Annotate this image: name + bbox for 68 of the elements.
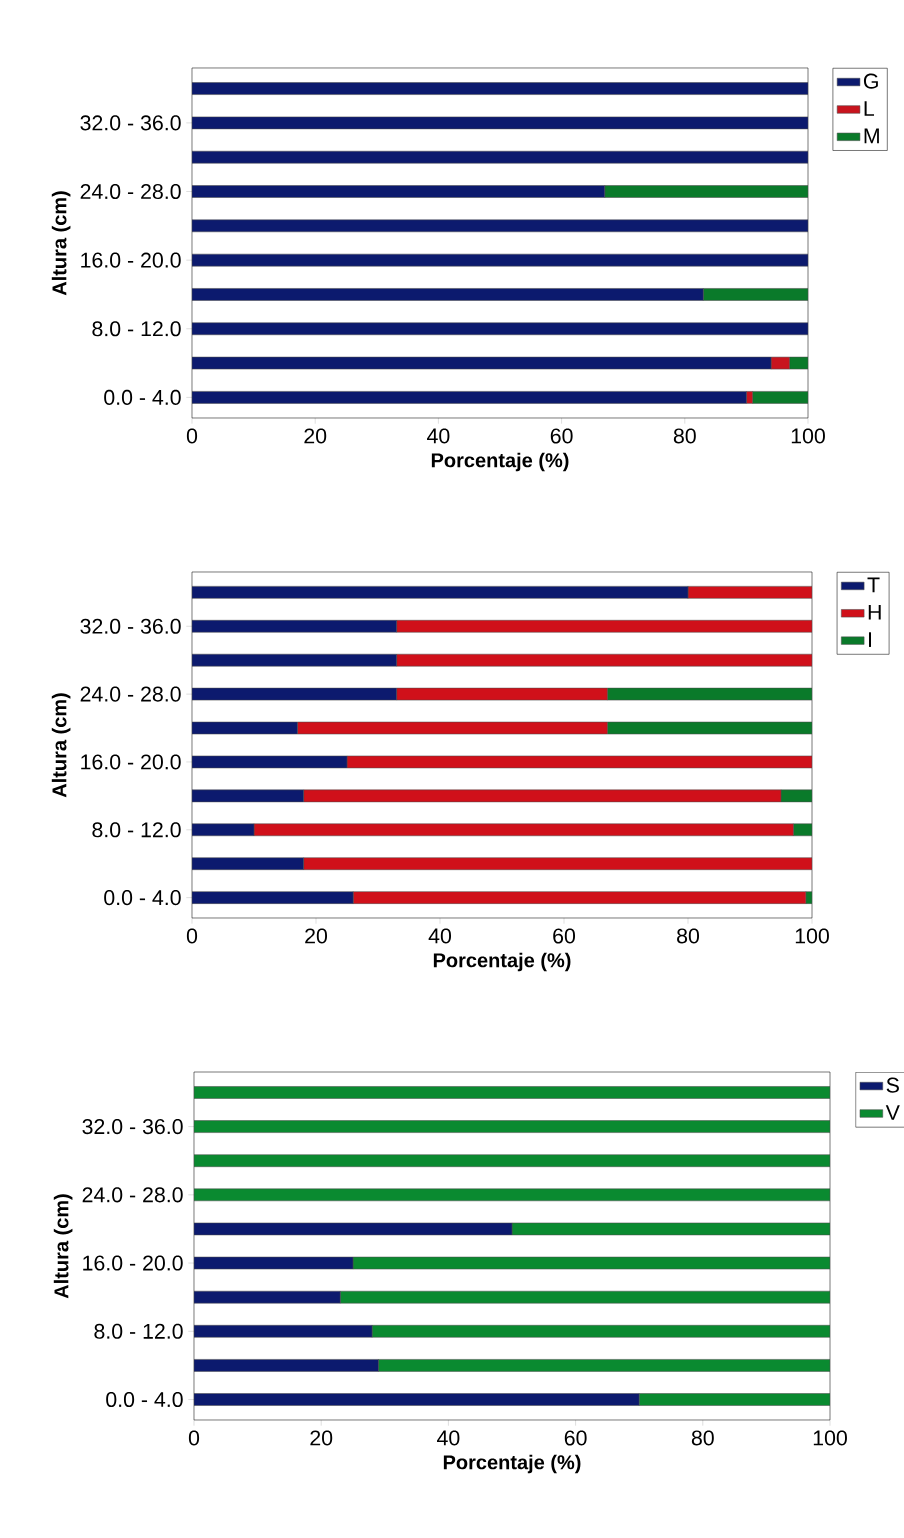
bar (194, 1154, 830, 1167)
x-tick-label: 80 (691, 1430, 714, 1446)
x-tick-label: 40 (427, 428, 450, 444)
bar (194, 1188, 830, 1202)
y-axis-title: Altura (cm) (51, 191, 71, 296)
legend-label: I (869, 632, 871, 647)
x-tick-label: 0 (188, 1430, 200, 1446)
x-tick-label: 20 (304, 428, 327, 444)
y-tick-label: 0.0 - 4.0 (104, 890, 181, 906)
x-tick-label: 100 (813, 1430, 847, 1446)
bar (192, 116, 808, 130)
x-tick-label: 40 (428, 928, 452, 944)
legend-label: T (867, 577, 880, 593)
x-axis-title: Porcentaje (%) (433, 952, 571, 972)
x-tick-label: 20 (310, 1430, 333, 1446)
y-tick-label: 8.0 - 12.0 (92, 321, 181, 337)
bar (192, 620, 397, 633)
x-tick-label: 80 (677, 928, 700, 944)
legend-label: G (863, 73, 878, 89)
y-axis-title: Altura (cm) (51, 693, 71, 798)
y-tick-label: 16.0 - 20.0 (81, 252, 181, 268)
x-tick-label: 0 (186, 428, 198, 444)
legend-label: L (864, 101, 875, 116)
x-tick-label: 60 (550, 428, 573, 444)
x-tick-label: 80 (673, 428, 696, 444)
y-tick-label: 0.0 - 4.0 (106, 1391, 183, 1408)
y-tick-label: 32.0 - 36.0 (80, 115, 181, 131)
bar (396, 620, 812, 633)
x-tick-label: 0 (186, 928, 198, 944)
x-tick-label: 100 (795, 928, 829, 944)
bar (192, 82, 808, 95)
bar (396, 653, 812, 667)
legend-label: S (886, 1077, 899, 1093)
bar (194, 1086, 830, 1099)
x-tick-label: 60 (553, 928, 576, 944)
y-tick-label: 24.0 - 28.0 (82, 1187, 183, 1203)
y-tick-label: 0.0 - 4.0 (104, 389, 181, 405)
bar (352, 891, 807, 904)
bar (192, 150, 808, 164)
bar (192, 219, 808, 233)
x-tick-label: 100 (791, 428, 825, 444)
bar (303, 857, 812, 870)
bar (192, 891, 354, 904)
bar (192, 653, 397, 667)
y-axis-title: Altura (cm) (53, 1194, 73, 1299)
x-axis-title: Porcentaje (%) (431, 452, 569, 472)
bar (192, 586, 689, 599)
legend-label: V (885, 1105, 900, 1120)
bar (192, 322, 808, 336)
x-tick-label: 60 (564, 1430, 587, 1446)
legend-label: H (868, 604, 881, 620)
y-tick-label: 16.0 - 20.0 (83, 1255, 183, 1271)
bar (253, 823, 794, 837)
bar (192, 253, 808, 267)
x-tick-label: 40 (437, 1430, 460, 1446)
legend-label: M (864, 128, 879, 144)
y-tick-label: 8.0 - 12.0 (94, 1323, 183, 1339)
bar (192, 857, 304, 870)
y-tick-label: 24.0 - 28.0 (80, 183, 181, 200)
y-tick-label: 24.0 - 28.0 (80, 686, 181, 702)
y-tick-label: 16.0 - 20.0 (81, 754, 181, 770)
y-tick-label: 32.0 - 36.0 (80, 618, 181, 634)
y-tick-label: 8.0 - 12.0 (92, 822, 181, 838)
bar (194, 1120, 830, 1133)
bar (687, 586, 812, 599)
x-tick-label: 20 (305, 928, 328, 944)
y-tick-label: 32.0 - 36.0 (82, 1119, 183, 1135)
x-axis-title: Porcentaje (%) (443, 1454, 581, 1474)
